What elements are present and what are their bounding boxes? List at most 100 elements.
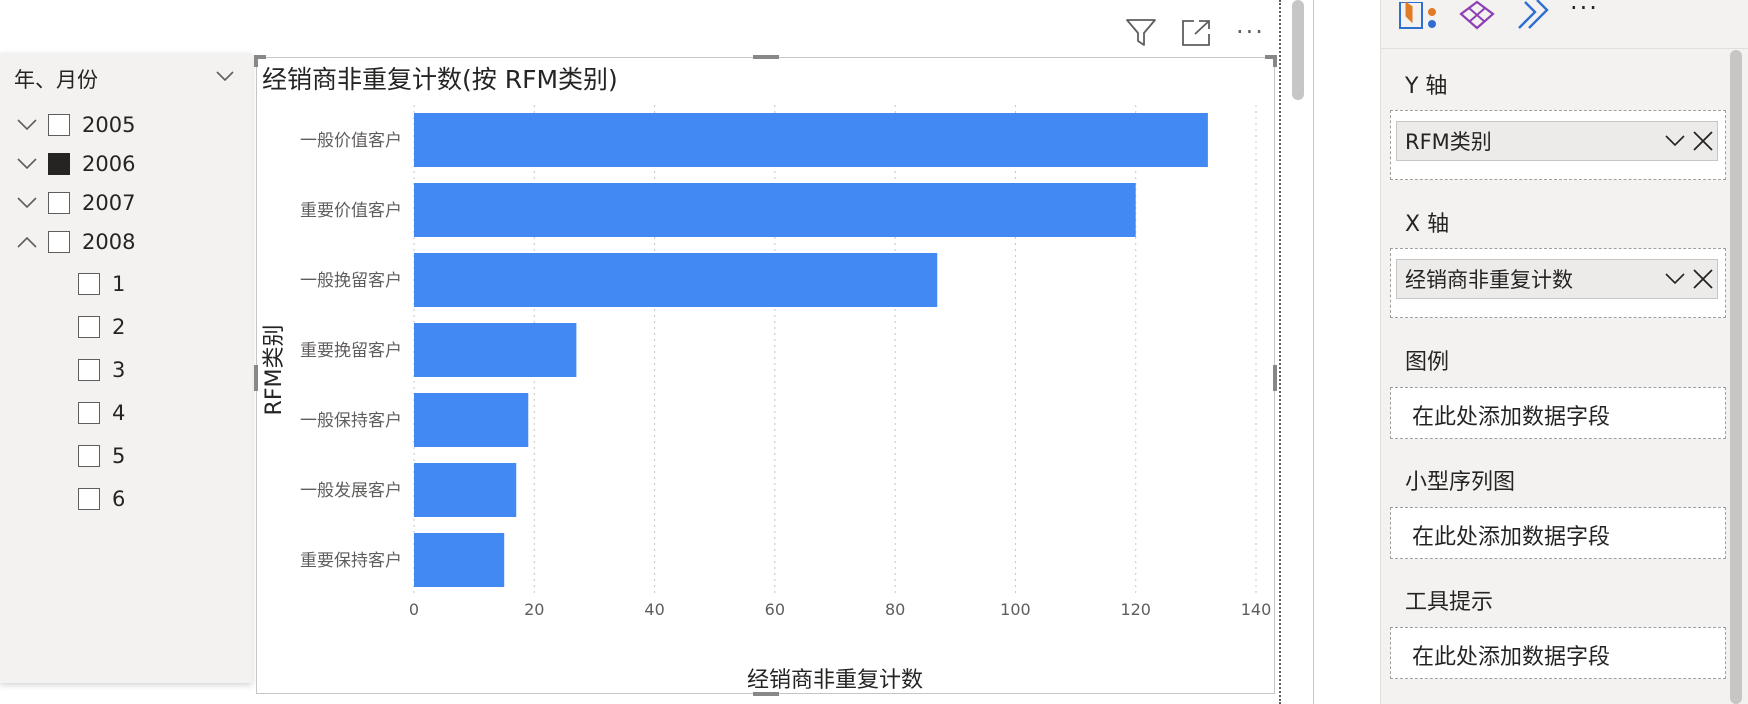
slicer-month-item[interactable]: 1 (72, 266, 125, 302)
slicer-month-item[interactable]: 2 (72, 309, 125, 345)
slicer-item-2006[interactable]: 2006 (12, 146, 135, 182)
slicer-month-item[interactable]: 5 (72, 438, 125, 474)
checkbox[interactable] (78, 316, 100, 338)
pane-divider (1313, 0, 1314, 704)
more-options-icon[interactable]: ··· (1236, 18, 1265, 46)
focus-mode-icon[interactable] (1180, 18, 1212, 52)
resize-handle[interactable] (254, 365, 258, 391)
slicer-item-label: 3 (112, 358, 126, 382)
x-tick-label: 120 (1120, 600, 1151, 619)
slicer-item-2008[interactable]: 2008 (12, 224, 135, 260)
x-tick-label: 40 (644, 600, 664, 619)
y-axis-field-pill[interactable]: RFM类别 (1396, 121, 1718, 161)
slicer-item-label: 6 (112, 487, 126, 511)
chevron-down-icon[interactable] (12, 113, 42, 137)
y-category-label: 一般价值客户 (300, 131, 402, 151)
y-category-label: 重要价值客户 (300, 201, 402, 221)
close-icon[interactable] (1689, 127, 1717, 155)
legend-well[interactable] (1390, 387, 1726, 439)
bar[interactable] (414, 183, 1136, 237)
resize-handle[interactable] (254, 55, 258, 67)
x-axis-title: 经销商非重复计数 (747, 668, 923, 693)
tooltips-well-placeholder[interactable]: 在此处添加数据字段 (1412, 645, 1611, 670)
resize-handle[interactable] (753, 692, 779, 696)
resize-handle[interactable] (1273, 365, 1277, 391)
chevron-down-icon[interactable] (1661, 127, 1689, 155)
y-axis-well-label: Y 轴 (1405, 74, 1448, 99)
slicer-month-item[interactable]: 4 (72, 395, 125, 431)
checkbox[interactable] (78, 273, 100, 295)
bar[interactable] (414, 323, 577, 377)
tooltips-well[interactable] (1390, 627, 1726, 679)
slicer-title: 年、月份 (14, 68, 98, 92)
bar[interactable] (414, 113, 1208, 167)
slicer-item-label: 2005 (82, 113, 136, 137)
chevron-down-icon[interactable] (12, 152, 42, 176)
more-options-icon[interactable]: ··· (1570, 0, 1599, 22)
x-tick-label: 140 (1241, 600, 1272, 619)
checkbox[interactable] (78, 445, 100, 467)
bar[interactable] (414, 533, 505, 587)
field-name: RFM类别 (1405, 130, 1492, 154)
x-axis-field-pill[interactable]: 经销商非重复计数 (1396, 259, 1718, 299)
x-tick-label: 20 (524, 600, 544, 619)
y-category-label: 一般发展客户 (300, 481, 402, 501)
bar[interactable] (414, 393, 529, 447)
slicer-item-label: 2 (112, 315, 126, 339)
resize-handle[interactable] (1265, 55, 1277, 59)
slicer-item-label: 2007 (82, 191, 136, 215)
bar[interactable] (414, 463, 517, 517)
analytics-icon[interactable] (1513, 0, 1553, 34)
year-month-slicer: 年、月份 2005 2006 2007 2008 1 2 (0, 53, 252, 683)
close-icon[interactable] (1689, 265, 1717, 293)
small-multiples-well-placeholder[interactable]: 在此处添加数据字段 (1412, 525, 1611, 550)
checkbox[interactable] (78, 402, 100, 424)
slicer-item-label: 2006 (82, 152, 136, 176)
checkbox[interactable] (48, 114, 70, 136)
x-tick-label: 60 (765, 600, 785, 619)
x-tick-label: 100 (1000, 600, 1031, 619)
chart-plot-area: 一般价值客户重要价值客户一般挽留客户重要挽留客户一般保持客户一般发展客户重要保持… (262, 105, 1272, 693)
slicer-month-item[interactable]: 3 (72, 352, 125, 388)
small-multiples-well[interactable] (1390, 507, 1726, 559)
slicer-item-label: 5 (112, 444, 126, 468)
canvas-scrollbar[interactable] (1292, 0, 1304, 100)
pane-scrollbar[interactable] (1730, 50, 1742, 704)
legend-well-label: 图例 (1405, 350, 1450, 375)
legend-well-placeholder[interactable]: 在此处添加数据字段 (1412, 405, 1611, 430)
field-name: 经销商非重复计数 (1405, 268, 1573, 292)
y-category-label: 一般挽留客户 (300, 271, 402, 291)
x-axis-well-label: X 轴 (1405, 212, 1450, 237)
resize-handle[interactable] (753, 55, 779, 59)
resize-handle[interactable] (254, 55, 266, 59)
x-tick-label: 80 (885, 600, 905, 619)
format-visual-icon[interactable] (1457, 0, 1497, 34)
y-category-label: 重要挽留客户 (300, 341, 402, 361)
pane-icon-bar (1380, 0, 1748, 49)
y-category-label: 一般保持客户 (300, 411, 402, 431)
chevron-down-icon[interactable] (1661, 265, 1689, 293)
checkbox[interactable] (48, 192, 70, 214)
checkbox[interactable] (78, 359, 100, 381)
tooltips-well-label: 工具提示 (1405, 590, 1494, 615)
slicer-item-label: 4 (112, 401, 126, 425)
slicer-month-item[interactable]: 6 (72, 481, 125, 517)
x-tick-label: 0 (409, 600, 419, 619)
checkbox[interactable] (78, 488, 100, 510)
slicer-item-label: 2008 (82, 230, 136, 254)
checkbox-checked[interactable] (48, 153, 70, 175)
small-multiples-well-label: 小型序列图 (1405, 470, 1516, 495)
slicer-item-2005[interactable]: 2005 (12, 107, 135, 143)
slicer-item-2007[interactable]: 2007 (12, 185, 135, 221)
checkbox[interactable] (48, 231, 70, 253)
filter-icon[interactable] (1124, 17, 1158, 53)
y-category-label: 重要保持客户 (300, 551, 402, 571)
chevron-down-icon[interactable] (12, 191, 42, 215)
chevron-down-icon[interactable] (214, 65, 236, 87)
resize-handle[interactable] (1273, 55, 1277, 67)
bar[interactable] (414, 253, 938, 307)
slicer-item-label: 1 (112, 272, 126, 296)
chart-title: 经销商非重复计数(按 RFM类别) (262, 65, 618, 94)
chevron-up-icon[interactable] (12, 230, 42, 254)
build-visual-icon[interactable] (1398, 1, 1440, 36)
